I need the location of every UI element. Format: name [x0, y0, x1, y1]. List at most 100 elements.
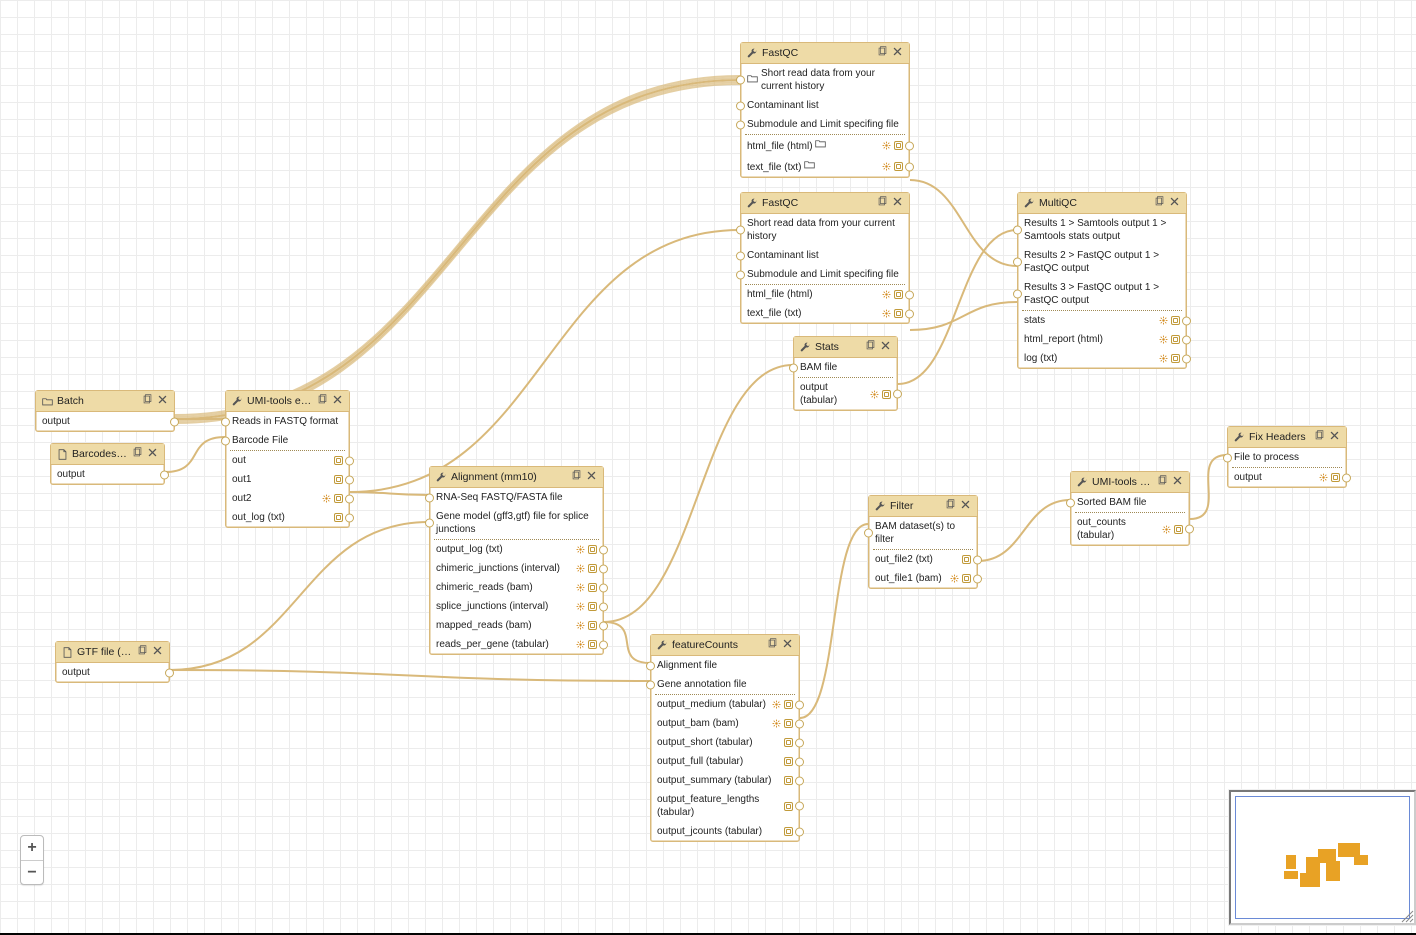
node-filter[interactable]: Filter BAM dataset(s) to filterout_file2… — [868, 495, 978, 589]
node-fastqc1[interactable]: FastQC Short read data from your current… — [740, 42, 910, 178]
input-port[interactable] — [425, 519, 434, 528]
node-title[interactable]: Alignment (mm10) — [430, 467, 603, 488]
visibility-toggle[interactable] — [882, 390, 891, 399]
gear-icon[interactable] — [1159, 316, 1168, 325]
output-port[interactable] — [905, 141, 914, 150]
node-title[interactable]: Filter — [869, 496, 977, 517]
gear-icon[interactable] — [882, 309, 891, 318]
visibility-toggle[interactable] — [784, 827, 793, 836]
minimap-viewport[interactable] — [1235, 796, 1410, 919]
node-batch[interactable]: Batch output — [35, 390, 175, 432]
output-port[interactable] — [170, 417, 179, 426]
node-multiqc[interactable]: MultiQC Results 1 > Samtools output 1 > … — [1017, 192, 1187, 369]
visibility-toggle[interactable] — [334, 456, 343, 465]
output-port[interactable] — [1182, 316, 1191, 325]
duplicate-icon[interactable] — [767, 638, 778, 652]
output-port[interactable] — [165, 668, 174, 677]
gear-icon[interactable] — [882, 141, 891, 150]
visibility-toggle[interactable] — [784, 757, 793, 766]
close-icon[interactable] — [586, 470, 597, 484]
input-port[interactable] — [736, 76, 745, 85]
gear-icon[interactable] — [576, 564, 585, 573]
output-port[interactable] — [345, 494, 354, 503]
gear-icon[interactable] — [576, 583, 585, 592]
close-icon[interactable] — [1329, 430, 1340, 444]
duplicate-icon[interactable] — [1157, 475, 1168, 489]
visibility-toggle[interactable] — [894, 290, 903, 299]
visibility-toggle[interactable] — [894, 309, 903, 318]
visibility-toggle[interactable] — [588, 640, 597, 649]
visibility-toggle[interactable] — [784, 802, 793, 811]
output-port[interactable] — [973, 574, 982, 583]
output-port[interactable] — [795, 738, 804, 747]
gear-icon[interactable] — [1159, 335, 1168, 344]
visibility-toggle[interactable] — [334, 475, 343, 484]
node-title[interactable]: GTF file (UCSC) — [56, 642, 169, 663]
zoom-out-button[interactable]: − — [21, 860, 43, 884]
input-port[interactable] — [736, 226, 745, 235]
input-port[interactable] — [736, 251, 745, 260]
node-alignment[interactable]: Alignment (mm10) RNA-Seq FASTQ/FASTA fil… — [429, 466, 604, 655]
duplicate-icon[interactable] — [137, 645, 148, 659]
close-icon[interactable] — [147, 447, 158, 461]
node-title[interactable]: Stats — [794, 337, 897, 358]
close-icon[interactable] — [892, 46, 903, 60]
close-icon[interactable] — [880, 340, 891, 354]
node-title[interactable]: FastQC — [741, 193, 909, 214]
output-port[interactable] — [893, 390, 902, 399]
close-icon[interactable] — [782, 638, 793, 652]
input-port[interactable] — [736, 101, 745, 110]
output-port[interactable] — [905, 162, 914, 171]
close-icon[interactable] — [892, 196, 903, 210]
input-port[interactable] — [1013, 226, 1022, 235]
visibility-toggle[interactable] — [1171, 316, 1180, 325]
node-barcodes[interactable]: Barcodes (single-col) output — [50, 443, 165, 485]
node-fastqc2[interactable]: FastQC Short read data from your current… — [740, 192, 910, 324]
close-icon[interactable] — [1172, 475, 1183, 489]
gear-icon[interactable] — [576, 621, 585, 630]
output-port[interactable] — [905, 290, 914, 299]
minimap-resize-handle[interactable] — [1400, 909, 1414, 923]
gear-icon[interactable] — [322, 494, 331, 503]
duplicate-icon[interactable] — [132, 447, 143, 461]
visibility-toggle[interactable] — [588, 602, 597, 611]
visibility-toggle[interactable] — [894, 141, 903, 150]
node-umi_extract[interactable]: UMI-tools extract Reads in FASTQ formatB… — [225, 390, 350, 528]
node-title[interactable]: Fix Headers — [1228, 427, 1346, 448]
duplicate-icon[interactable] — [1154, 196, 1165, 210]
gear-icon[interactable] — [772, 700, 781, 709]
input-port[interactable] — [1013, 258, 1022, 267]
output-port[interactable] — [599, 564, 608, 573]
gear-icon[interactable] — [576, 640, 585, 649]
close-icon[interactable] — [332, 394, 343, 408]
node-stats[interactable]: Stats BAM fileoutput (tabular) — [793, 336, 898, 411]
output-port[interactable] — [1342, 473, 1351, 482]
node-title[interactable]: Barcodes (single-col) — [51, 444, 164, 465]
output-port[interactable] — [1185, 525, 1194, 534]
input-port[interactable] — [646, 661, 655, 670]
node-umi_count[interactable]: UMI-tools count Sorted BAM fileout_count… — [1070, 471, 1190, 546]
visibility-toggle[interactable] — [784, 719, 793, 728]
visibility-toggle[interactable] — [1171, 354, 1180, 363]
input-port[interactable] — [736, 120, 745, 129]
input-port[interactable] — [1066, 498, 1075, 507]
visibility-toggle[interactable] — [1174, 525, 1183, 534]
input-port[interactable] — [221, 417, 230, 426]
output-port[interactable] — [905, 309, 914, 318]
close-icon[interactable] — [960, 499, 971, 513]
zoom-in-button[interactable]: + — [21, 836, 43, 860]
output-port[interactable] — [345, 456, 354, 465]
visibility-toggle[interactable] — [962, 555, 971, 564]
gear-icon[interactable] — [772, 719, 781, 728]
close-icon[interactable] — [152, 645, 163, 659]
output-port[interactable] — [795, 757, 804, 766]
output-port[interactable] — [795, 719, 804, 728]
gear-icon[interactable] — [1319, 473, 1328, 482]
close-icon[interactable] — [1169, 196, 1180, 210]
output-port[interactable] — [1182, 335, 1191, 344]
output-port[interactable] — [795, 776, 804, 785]
gear-icon[interactable] — [576, 602, 585, 611]
input-port[interactable] — [1013, 290, 1022, 299]
duplicate-icon[interactable] — [877, 196, 888, 210]
gear-icon[interactable] — [1162, 525, 1171, 534]
